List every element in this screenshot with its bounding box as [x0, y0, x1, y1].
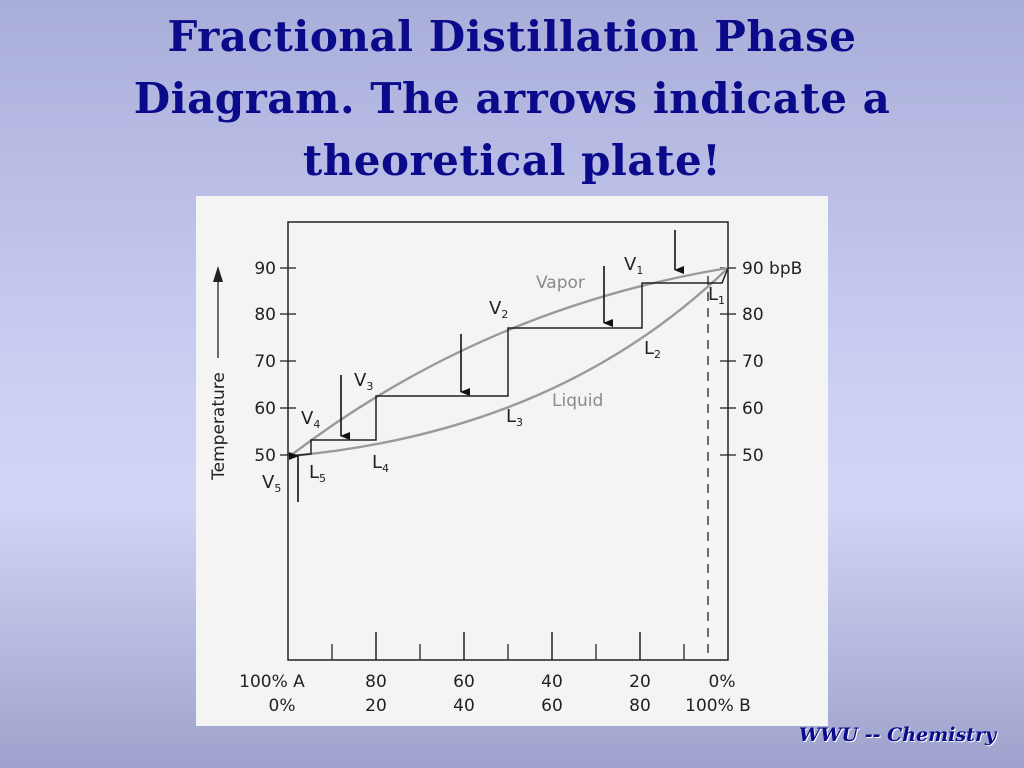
- x-bottom-0: 0%: [269, 696, 296, 716]
- label-l3: L3: [506, 406, 523, 429]
- label-v3: V3: [354, 370, 373, 393]
- label-l2: L2: [644, 338, 661, 361]
- x-top-80: 80: [365, 672, 387, 692]
- label-l1: L1: [708, 284, 725, 307]
- right-tick-labels: 90 bpB 80 70 60 50: [742, 259, 802, 466]
- x-bottom-40: 40: [453, 696, 475, 716]
- vapor-curve-label: Vapor: [536, 273, 585, 293]
- x-bottom-20: 20: [365, 696, 387, 716]
- left-tick-50: 50: [254, 446, 276, 466]
- right-tick-50: 50: [742, 446, 764, 466]
- x-bottom-60: 60: [541, 696, 563, 716]
- plate-arrows: [340, 230, 684, 440]
- x-bottom-100-B: 100% B: [685, 696, 751, 716]
- right-tick-80: 80: [742, 305, 764, 325]
- left-tick-labels: 90 80 70 60 50: [254, 259, 276, 466]
- bottom-minor-ticks: [331, 644, 685, 660]
- theoretical-plates-staircase: [289, 267, 729, 457]
- x-top-100-A: 100% A: [239, 672, 305, 692]
- left-tick-90: 90: [254, 259, 276, 279]
- title-line-1: Fractional Distillation Phase: [167, 12, 857, 61]
- label-v4: V4: [301, 408, 320, 431]
- label-l4: L4: [372, 452, 389, 475]
- x-top-40: 40: [541, 672, 563, 692]
- x-top-0: 0%: [709, 672, 736, 692]
- x-top-60: 60: [453, 672, 475, 692]
- label-v5: V5: [262, 472, 281, 495]
- title-line-3: theoretical plate!: [302, 136, 722, 185]
- liquid-curve-label: Liquid: [552, 391, 603, 411]
- x-top-20: 20: [629, 672, 651, 692]
- x-bottom-80: 80: [629, 696, 651, 716]
- left-tick-60: 60: [254, 399, 276, 419]
- label-v1: V1: [624, 254, 643, 277]
- temperature-arrow-icon: [213, 266, 223, 282]
- x-axis-labels-bottom: 0% 20 40 60 80 100% B: [269, 696, 751, 716]
- right-tick-60: 60: [742, 399, 764, 419]
- left-tick-80: 80: [254, 305, 276, 325]
- x-axis-labels-top: 100% A 80 60 40 20 0%: [239, 672, 735, 692]
- left-tick-70: 70: [254, 352, 276, 372]
- liquid-curve: [289, 267, 729, 458]
- left-tick-marks: [280, 267, 296, 456]
- vapor-curve: [289, 266, 729, 457]
- label-v2: V2: [489, 298, 508, 321]
- point-labels: V1 L1 V2 L2 V3 L3 V4 L4 L5 V5: [262, 254, 725, 495]
- plot-frame: [287, 221, 729, 661]
- title-line-2: Diagram. The arrows indicate a: [133, 74, 891, 123]
- bottom-major-ticks: [375, 632, 641, 660]
- label-l5: L5: [309, 462, 326, 485]
- footer-credit: WWU -- Chemistry: [798, 724, 996, 746]
- phase-diagram-svg: 90 80 70 60 50 90 bpB 80 70 60 50: [209, 221, 802, 716]
- slide-title: Fractional Distillation Phase Diagram. T…: [40, 6, 984, 192]
- y-axis-label: Temperature: [209, 372, 229, 481]
- right-tick-90-bpB: 90 bpB: [742, 259, 802, 279]
- right-tick-70: 70: [742, 352, 764, 372]
- phase-diagram-panel: 90 80 70 60 50 90 bpB 80 70 60 50: [196, 196, 828, 726]
